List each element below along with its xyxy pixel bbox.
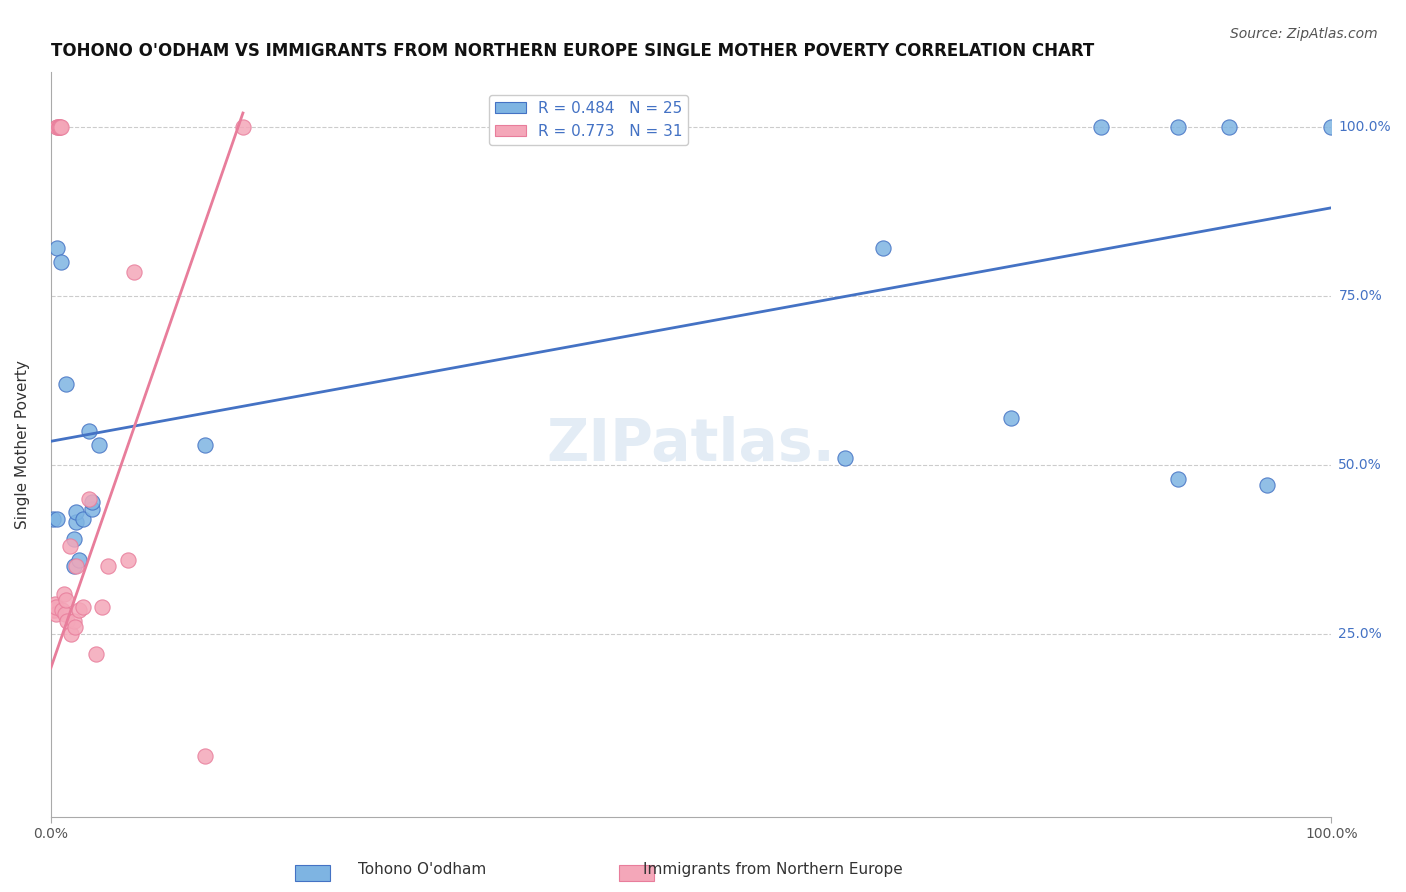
Point [44,603,66,617]
Point [89,438,111,452]
Point [59,539,82,553]
Text: 100.0%: 100.0% [1339,120,1391,134]
Text: Source: ZipAtlas.com: Source: ZipAtlas.com [1230,27,1378,41]
Point [232,120,254,134]
Point [91,600,114,615]
Point [1218,120,1240,134]
Point [56,614,79,628]
Point [1256,478,1278,492]
Point [1000,410,1022,425]
Text: ZIPatlas.: ZIPatlas. [547,417,835,473]
Point [193,749,215,764]
Point [49,120,72,134]
Text: 25.0%: 25.0% [1339,627,1382,641]
Text: Tohono O'odham: Tohono O'odham [357,863,486,877]
Legend: R = 0.484   N = 25, R = 0.773   N = 31: R = 0.484 N = 25, R = 0.773 N = 31 [489,95,689,145]
Point [84,648,107,662]
Text: TOHONO O'ODHAM VS IMMIGRANTS FROM NORTHERN EUROPE SINGLE MOTHER POVERTY CORRELAT: TOHONO O'ODHAM VS IMMIGRANTS FROM NORTHE… [51,42,1094,60]
Point [97,559,120,574]
Text: 75.0%: 75.0% [1339,289,1382,302]
Point [1167,471,1189,485]
Point [63,533,86,547]
Point [67,552,90,566]
Point [117,552,139,566]
Point [63,620,86,634]
Point [1090,120,1112,134]
Point [42,512,65,526]
Point [72,600,94,615]
Point [55,376,77,391]
Point [63,559,86,574]
Text: 50.0%: 50.0% [1339,458,1382,472]
Point [60,627,83,641]
Point [46,120,69,134]
Point [77,491,100,506]
Point [49,120,72,134]
Point [55,593,77,607]
Point [65,516,87,530]
Point [63,614,86,628]
Point [193,438,215,452]
Point [67,603,90,617]
Point [46,241,69,255]
Point [1320,120,1343,134]
Point [65,505,87,519]
Point [51,603,73,617]
Point [42,603,65,617]
Point [45,607,67,621]
Point [49,255,72,269]
Point [77,424,100,438]
Point [44,597,66,611]
Point [72,512,94,526]
Y-axis label: Single Mother Poverty: Single Mother Poverty [15,360,30,529]
Point [53,607,76,621]
Point [80,502,103,516]
Point [834,451,856,466]
Point [46,512,69,526]
Point [872,241,894,255]
Text: Immigrants from Northern Europe: Immigrants from Northern Europe [644,863,903,877]
Point [52,586,75,600]
Point [122,265,145,279]
Point [80,495,103,509]
Point [48,120,70,134]
Point [46,120,69,134]
Point [45,600,67,615]
Point [48,120,70,134]
Point [65,559,87,574]
Point [1167,120,1189,134]
